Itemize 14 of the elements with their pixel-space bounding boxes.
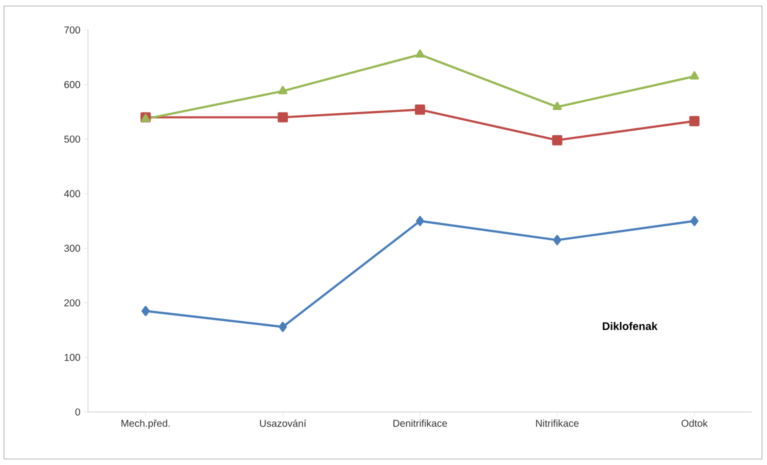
y-tick-label: 300	[64, 244, 80, 252]
x-tick-label: Odtok	[682, 420, 708, 427]
annotation: Diklofenak	[602, 322, 658, 330]
x-tick-label: Usazování	[260, 419, 306, 427]
y-tick-label: 700	[64, 26, 80, 34]
x-tick-label: Denitrifikace	[393, 420, 447, 427]
y-tick-label: 500	[64, 136, 80, 143]
x-tick-label: Mech.před.	[122, 420, 170, 429]
y-tick-label: 0	[75, 408, 80, 416]
y-tick-label: 400	[64, 190, 80, 198]
y-tick-label: 200	[64, 299, 80, 306]
y-tick-label: 600	[64, 81, 80, 88]
x-tick-label: Nitrifikace	[536, 420, 579, 427]
y-tick-label: 100	[64, 354, 80, 361]
